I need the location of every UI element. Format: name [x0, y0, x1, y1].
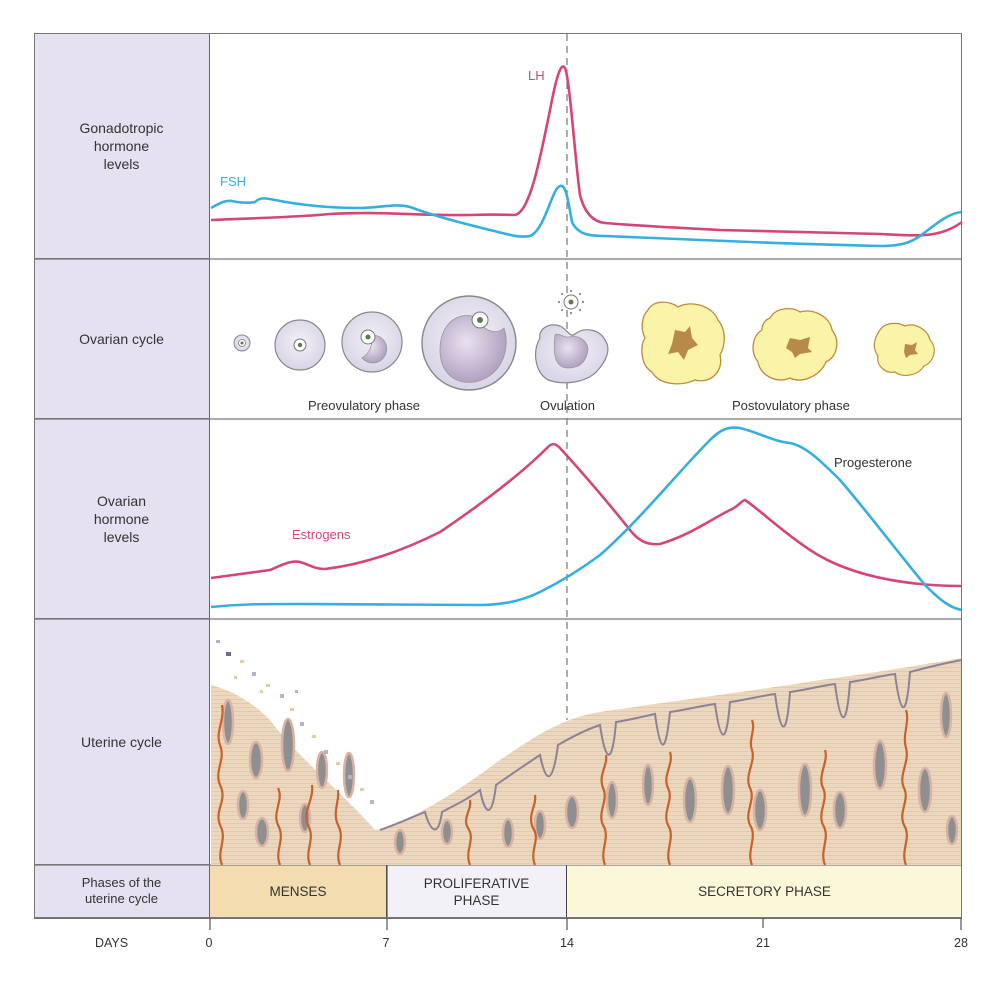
lh-curve: [210, 65, 963, 237]
phase-proliferative: PROLIFERATIVE PHASE: [387, 865, 567, 918]
ruptured-follicle-icon: [534, 324, 609, 384]
lh-label: LH: [528, 68, 545, 83]
row-dividers: [34, 258, 962, 919]
menstrual-fragments: [216, 640, 374, 804]
phase-menses: MENSES: [210, 865, 387, 918]
secondary-follicle-icon: [341, 311, 403, 373]
primordial-follicle-icon: [233, 334, 251, 352]
row-label-ovarian-cycle: Ovarian cycle: [34, 259, 210, 419]
row-label-gonadotropic: Gonadotropic hormone levels: [34, 33, 210, 259]
endometrium-tissue: [211, 658, 962, 865]
diagram-frame: [34, 33, 962, 918]
corpus-luteum-small-icon: [873, 322, 935, 376]
row-label-text: Ovarian hormone levels: [93, 492, 150, 545]
ovulation-label: Ovulation: [540, 398, 595, 413]
postovulatory-label: Postovulatory phase: [732, 398, 850, 413]
corpus-luteum-medium-icon: [752, 307, 838, 381]
preovulatory-label: Preovulatory phase: [308, 398, 421, 413]
fsh-label: FSH: [220, 174, 246, 189]
day-tick-14: 14: [560, 936, 574, 950]
ovarian-follicles: [233, 289, 935, 391]
row-label-text: Ovarian cycle: [79, 330, 164, 347]
estrogen-curve: [210, 442, 963, 588]
day-tick-0: 0: [205, 936, 213, 950]
corpus-luteum-large-icon: [641, 301, 725, 385]
phase-label: MENSES: [269, 884, 327, 899]
days-axis-label: DAYS: [95, 936, 129, 950]
day-axis-ticks: [209, 865, 962, 930]
released-ovum-icon: [557, 289, 585, 315]
progesterone-curve: [210, 426, 963, 612]
estrogens-label: Estrogens: [292, 527, 351, 542]
fsh-curve: [210, 184, 963, 248]
phase-secretory: SECRETORY PHASE: [567, 865, 962, 918]
row-label-phases: Phases of the uterine cycle: [34, 865, 210, 918]
day-tick-28: 28: [954, 936, 968, 950]
phase-label: SECRETORY PHASE: [698, 884, 831, 899]
phase-label: PROLIFERATIVE PHASE: [423, 875, 530, 908]
endometrium-illustration: [211, 640, 963, 866]
row-label-text: Phases of the uterine cycle: [81, 875, 162, 906]
graafian-follicle-icon: [421, 295, 517, 391]
day-tick-21: 21: [756, 936, 770, 950]
primary-follicle-icon: [274, 319, 326, 371]
row-label-text: Gonadotropic hormone levels: [79, 119, 164, 172]
day-tick-7: 7: [382, 936, 390, 950]
row-label-text: Uterine cycle: [81, 733, 162, 750]
row-label-uterine-cycle: Uterine cycle: [34, 619, 210, 865]
progesterone-label: Progesterone: [834, 455, 913, 470]
